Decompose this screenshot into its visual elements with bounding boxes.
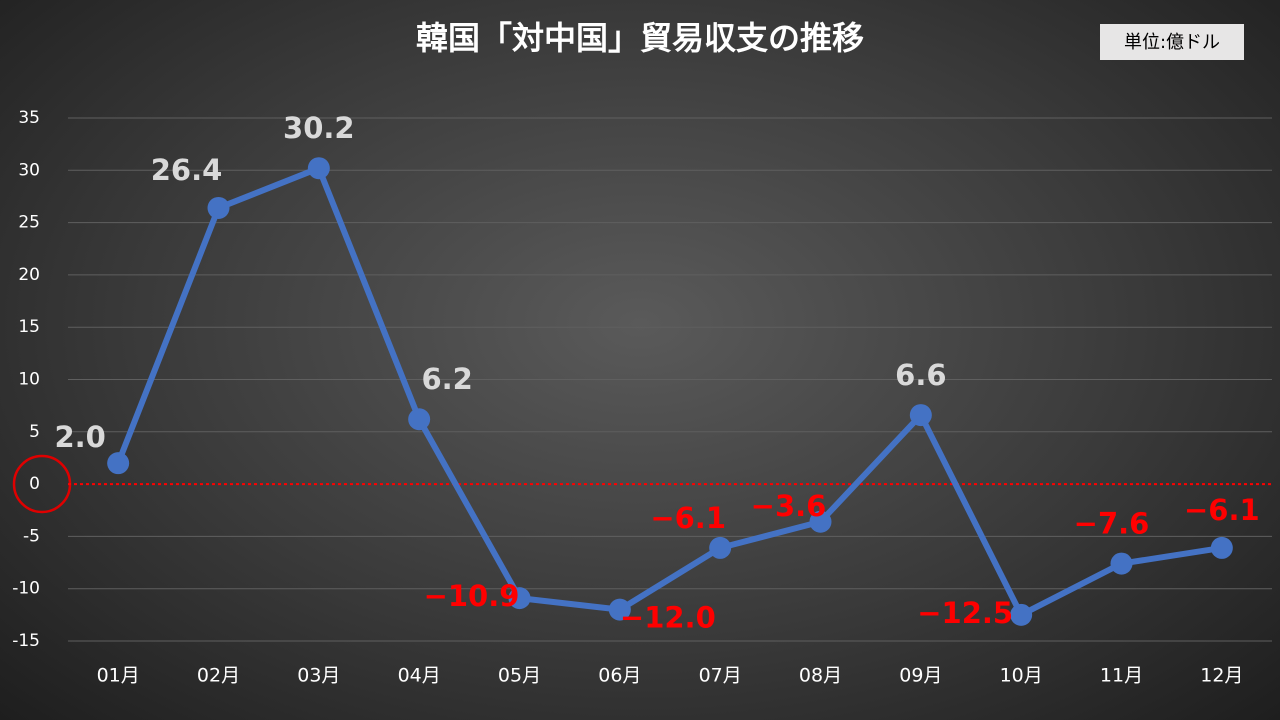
- y-tick-label: -10: [12, 579, 40, 599]
- x-tick-label: 02月: [197, 665, 240, 687]
- unit-box: [1100, 24, 1244, 60]
- data-label: 30.2: [283, 111, 355, 145]
- data-label: 6.6: [895, 358, 946, 392]
- x-tick-label: 06月: [598, 665, 641, 687]
- x-tick-label: 10月: [1000, 665, 1043, 687]
- data-point: [608, 598, 631, 621]
- y-tick-label: 10: [18, 370, 40, 390]
- x-tick-label: 09月: [899, 665, 942, 687]
- data-point: [107, 452, 130, 475]
- data-label: −3.6: [751, 489, 827, 523]
- unit-label: 単位:億ドル: [1124, 32, 1220, 53]
- data-label: −6.1: [1184, 493, 1260, 527]
- data-label: −6.1: [650, 501, 726, 535]
- data-point: [809, 510, 832, 533]
- data-point: [207, 196, 230, 219]
- x-tick-label: 07月: [699, 665, 742, 687]
- data-label: −12.0: [620, 601, 716, 635]
- data-point: [1010, 603, 1033, 626]
- series-line: [115, 165, 1223, 618]
- y-tick-label: 30: [18, 160, 40, 180]
- y-tick-label: -15: [12, 631, 40, 651]
- chart-title: 韓国「対中国」貿易収支の推移: [416, 19, 864, 57]
- x-tick-label: 01月: [97, 665, 140, 687]
- zero-highlight: [12, 454, 72, 514]
- data-label: 26.4: [151, 153, 223, 187]
- y-tick-label: 0: [29, 474, 40, 494]
- y-tick-label: 5: [29, 422, 40, 442]
- x-tick-label: 04月: [398, 665, 441, 687]
- data-label: −12.5: [917, 596, 1013, 630]
- data-point: [1110, 552, 1133, 575]
- data-point: [1210, 536, 1233, 559]
- y-tick-label: 35: [18, 108, 40, 128]
- x-tick-label: 05月: [498, 665, 541, 687]
- x-tick-label: 03月: [297, 665, 340, 687]
- x-tick-label: 12月: [1200, 665, 1243, 687]
- data-label: 6.2: [421, 362, 472, 396]
- data-label: 2.0: [54, 420, 105, 454]
- y-tick-label: 15: [18, 317, 40, 337]
- y-tick-label: 25: [18, 213, 40, 233]
- x-tick-label: 08月: [799, 665, 842, 687]
- data-point: [709, 536, 732, 559]
- y-tick-label: -5: [23, 526, 40, 546]
- data-point: [909, 404, 932, 427]
- data-point: [307, 157, 330, 180]
- data-label: −7.6: [1074, 507, 1150, 541]
- x-tick-label: 11月: [1100, 665, 1143, 687]
- data-point: [508, 587, 531, 610]
- data-label: −10.9: [424, 579, 520, 613]
- data-point: [408, 408, 431, 431]
- y-tick-label: 20: [18, 265, 40, 285]
